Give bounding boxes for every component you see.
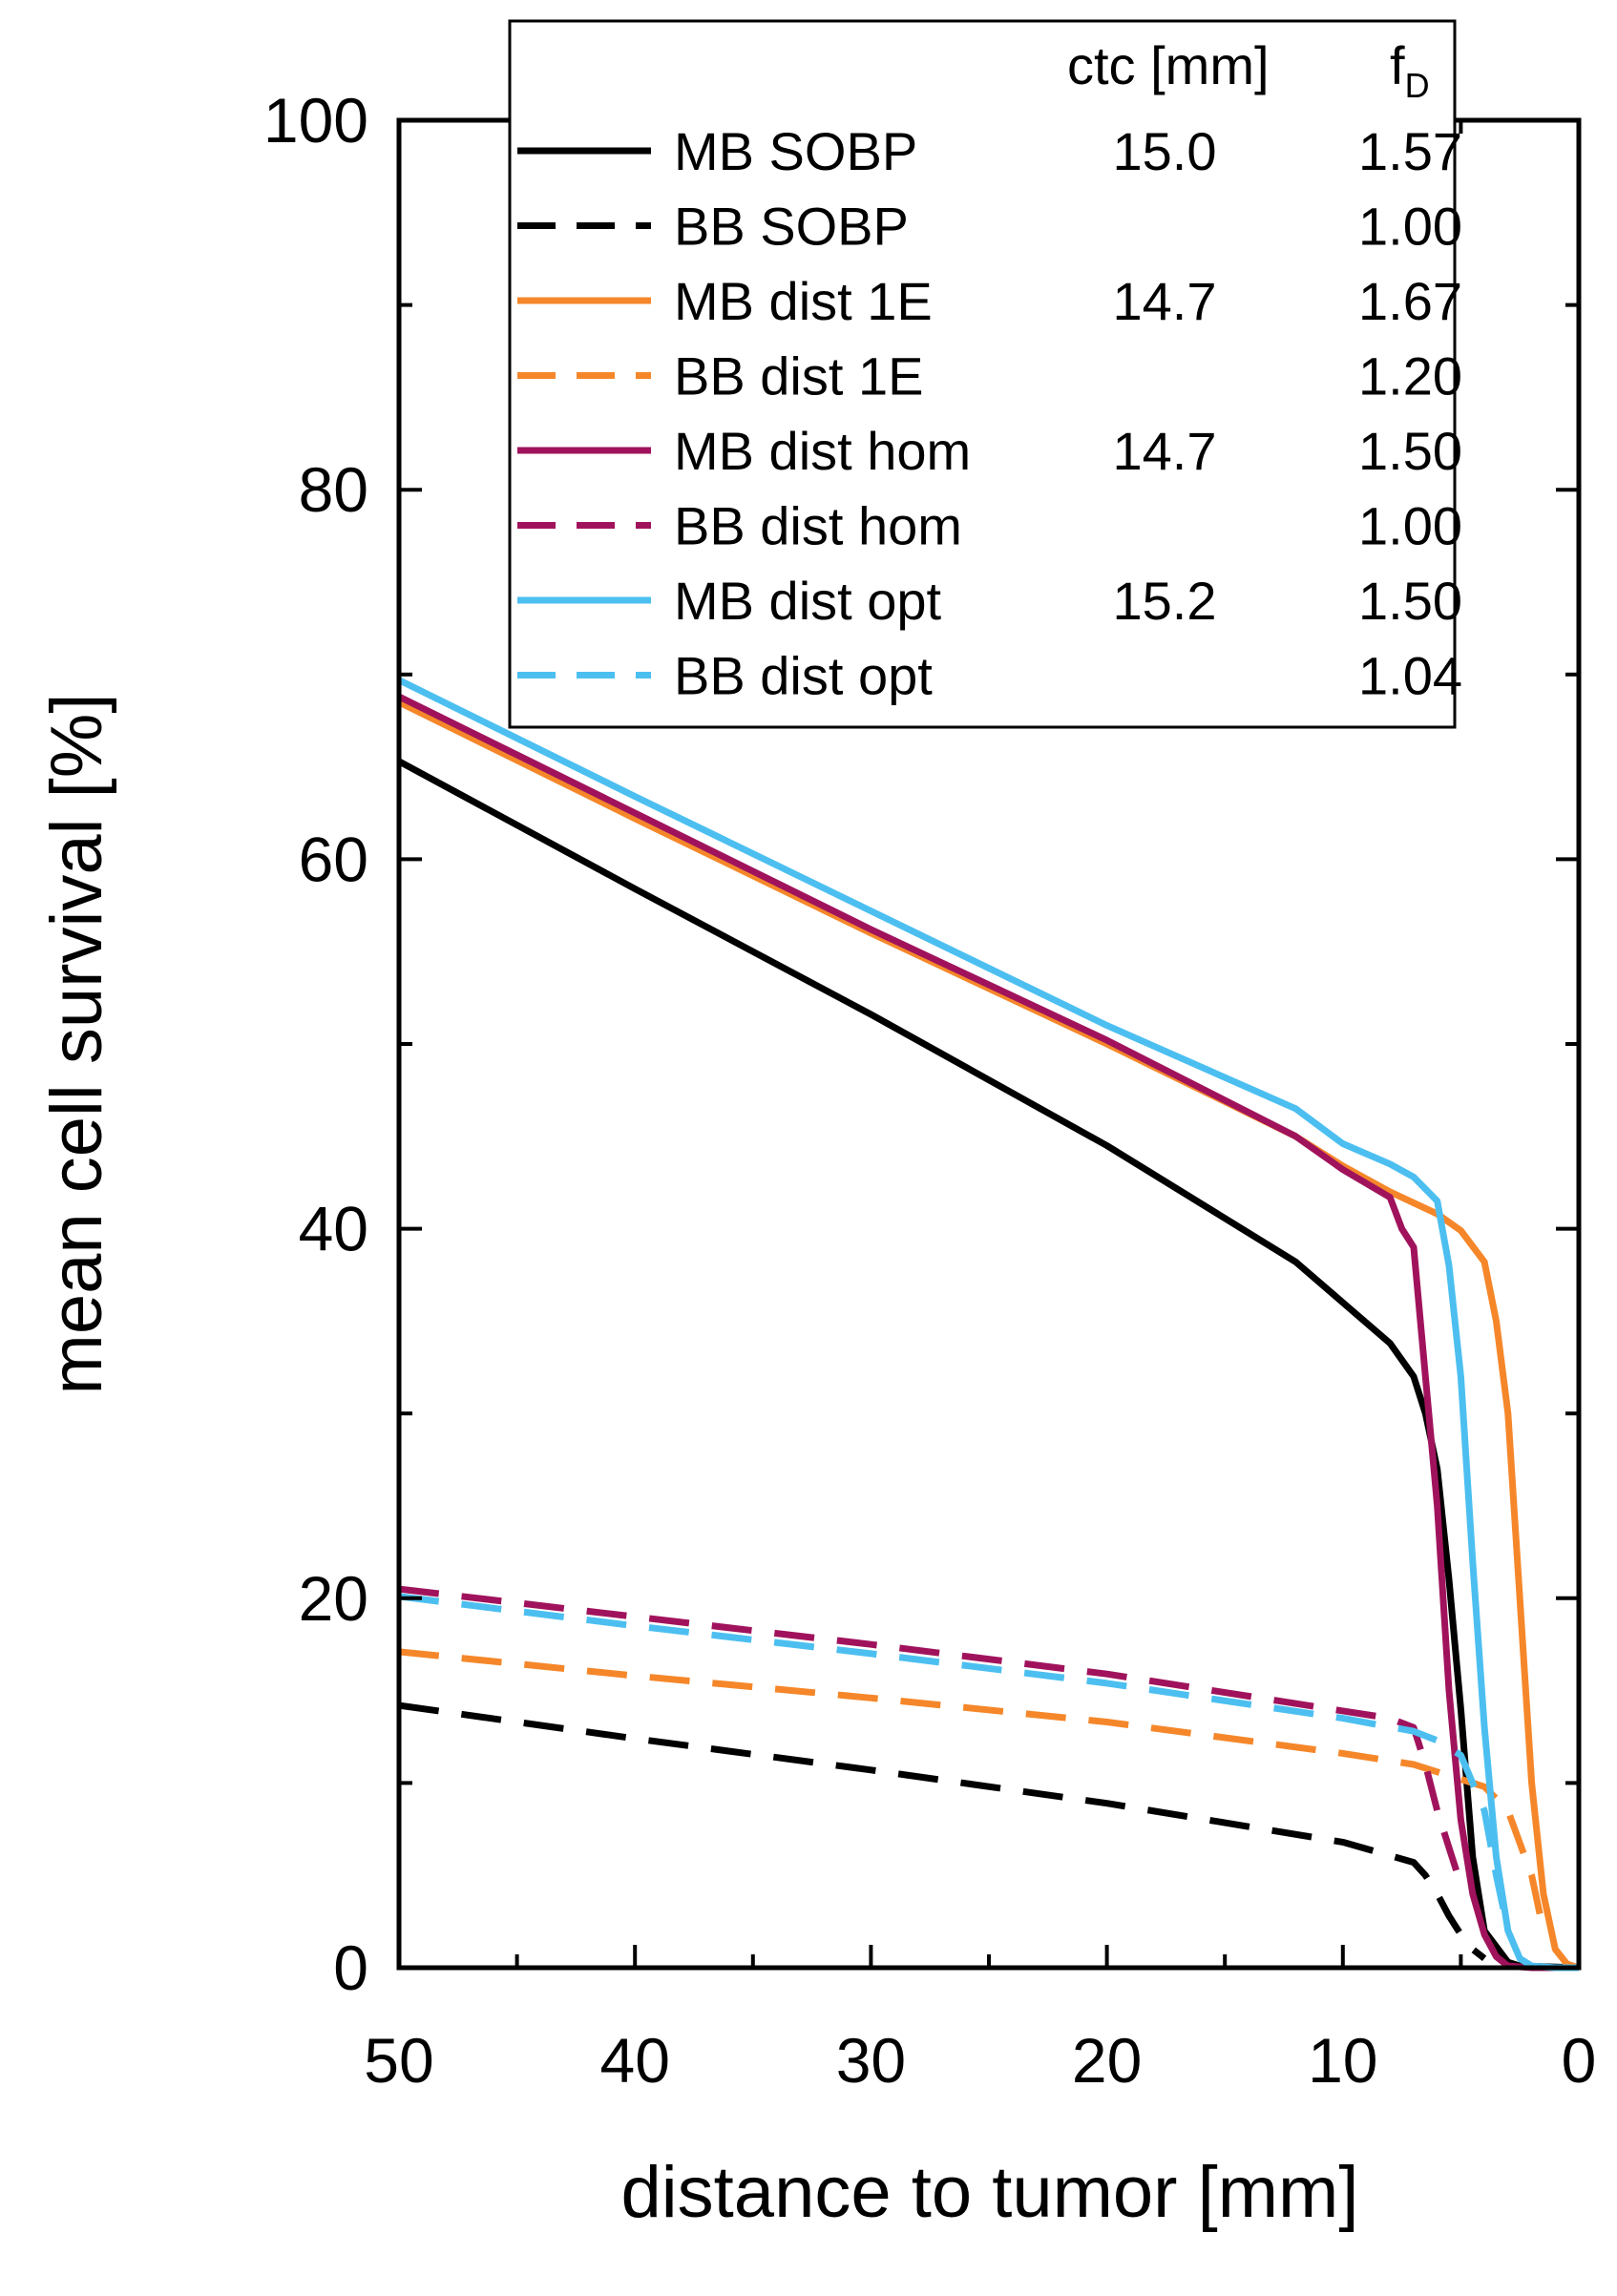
legend-fd-value: 1.04 xyxy=(1358,646,1462,706)
x-tick-label: 10 xyxy=(1308,2025,1377,2096)
legend-fd-value: 1.67 xyxy=(1358,271,1462,331)
legend-label: BB dist 1E xyxy=(674,346,923,407)
legend-fd-value: 1.00 xyxy=(1358,197,1462,257)
series-line-7 xyxy=(398,1593,1512,1932)
legend-ctc-value: 14.7 xyxy=(1113,271,1217,331)
series-line-4 xyxy=(397,693,1579,1972)
series-line-6 xyxy=(397,677,1579,1972)
legend-label: BB dist opt xyxy=(674,646,933,706)
x-axis-title: distance to tumor [mm] xyxy=(621,2152,1359,2233)
legend-fd-value: 1.00 xyxy=(1358,496,1462,556)
y-tick-label: 80 xyxy=(299,454,368,525)
legend-label: BB SOBP xyxy=(674,197,909,257)
ticks-layer xyxy=(397,118,1581,1970)
legend-header-fd-sub: D xyxy=(1405,66,1430,105)
legend-ctc-value: 15.2 xyxy=(1113,571,1217,631)
series-line-1 xyxy=(398,1701,1487,1962)
y-tick-label: 20 xyxy=(299,1563,368,1634)
legend-label: BB dist hom xyxy=(674,496,962,556)
legend-fd-value: 1.20 xyxy=(1358,346,1462,407)
y-tick-label: 100 xyxy=(263,85,368,156)
legend-entries: MB SOBP 15.0 1.57 BB SOBP 1.00 MB dist 1E 14.7… xyxy=(517,121,1462,706)
series-line-5 xyxy=(398,1585,1464,1886)
y-tick-label: 40 xyxy=(299,1194,368,1264)
legend-fd-value: 1.57 xyxy=(1358,121,1462,181)
legend-header-ctc: ctc [mm] xyxy=(1067,35,1270,95)
legend-fd-value: 1.50 xyxy=(1358,571,1462,631)
legend-label: MB SOBP xyxy=(674,121,917,181)
x-tick-label: 0 xyxy=(1562,2025,1597,2096)
legend-label: MB dist opt xyxy=(674,571,942,631)
x-tick-label: 20 xyxy=(1072,2025,1142,2096)
y-tick-label: 0 xyxy=(333,1932,368,2003)
legend-label: MB dist 1E xyxy=(674,271,933,331)
series-layer xyxy=(397,677,1581,1972)
legend-header-fd: fD xyxy=(1390,35,1430,105)
y-tick-label: 60 xyxy=(299,824,368,894)
legend-box xyxy=(508,19,1457,729)
series-line-3 xyxy=(398,1648,1547,1932)
legend-ctc-value: 14.7 xyxy=(1113,421,1217,481)
y-axis-title: mean cell survival [%] xyxy=(36,694,117,1395)
series-line-0 xyxy=(397,758,1580,1972)
x-tick-label: 30 xyxy=(836,2025,906,2096)
series-line-2 xyxy=(397,699,1581,1972)
legend-header-fd-main: f xyxy=(1390,35,1405,95)
legend-ctc-value: 15.0 xyxy=(1113,121,1217,181)
x-tick-label: 50 xyxy=(364,2025,433,2096)
x-tick-label: 40 xyxy=(599,2025,669,2096)
legend-label: MB dist hom xyxy=(674,421,971,481)
legend-fd-value: 1.50 xyxy=(1358,421,1462,481)
